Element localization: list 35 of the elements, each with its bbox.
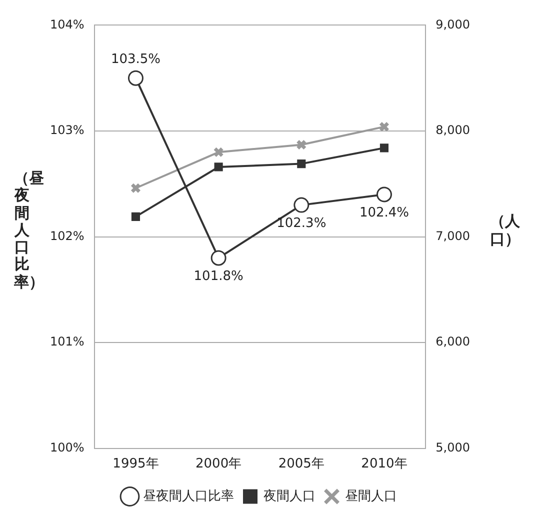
data-label: 101.8% bbox=[194, 268, 244, 284]
data-label: 102.3% bbox=[276, 216, 326, 231]
legend-label: 昼間人口 bbox=[344, 488, 396, 504]
x-tick-label: 1995年 bbox=[112, 456, 159, 472]
data-label: 103.5% bbox=[110, 52, 160, 67]
y-tick-label: 104% bbox=[50, 17, 84, 32]
point bbox=[128, 70, 144, 86]
point bbox=[296, 160, 306, 168]
y2-tick-label: 6,000 bbox=[435, 334, 470, 349]
legend-label: 昼夜間人口比率 bbox=[142, 488, 234, 504]
x-tick-label: 2000年 bbox=[195, 456, 242, 472]
x-tick-label: 2010年 bbox=[360, 456, 408, 472]
point bbox=[378, 121, 390, 132]
y2-tick-label: 8,000 bbox=[435, 123, 470, 138]
point bbox=[130, 182, 141, 194]
point bbox=[214, 162, 223, 172]
y-tick-label: 101% bbox=[50, 334, 84, 349]
point bbox=[376, 186, 392, 202]
y2-tick-label: 9,000 bbox=[435, 17, 470, 32]
point bbox=[213, 146, 224, 158]
y-axis-title: （昼夜間人口比率） bbox=[14, 169, 44, 291]
y2-tick-label: 5,000 bbox=[435, 440, 470, 455]
y-tick-label: 102% bbox=[50, 228, 84, 243]
y2-tick-label: 7,000 bbox=[435, 228, 470, 243]
x-tick-label: 2005年 bbox=[278, 456, 324, 472]
y2-axis-title: （人口） bbox=[490, 212, 520, 248]
point bbox=[296, 139, 306, 150]
point bbox=[210, 250, 226, 266]
point bbox=[131, 212, 140, 221]
y-tick-label: 100% bbox=[50, 440, 84, 455]
data-label: 102.4% bbox=[359, 205, 409, 220]
point bbox=[293, 197, 309, 213]
legend-label: 夜間人口 bbox=[263, 488, 315, 504]
point bbox=[380, 144, 388, 152]
y-tick-label: 103% bbox=[50, 123, 84, 138]
